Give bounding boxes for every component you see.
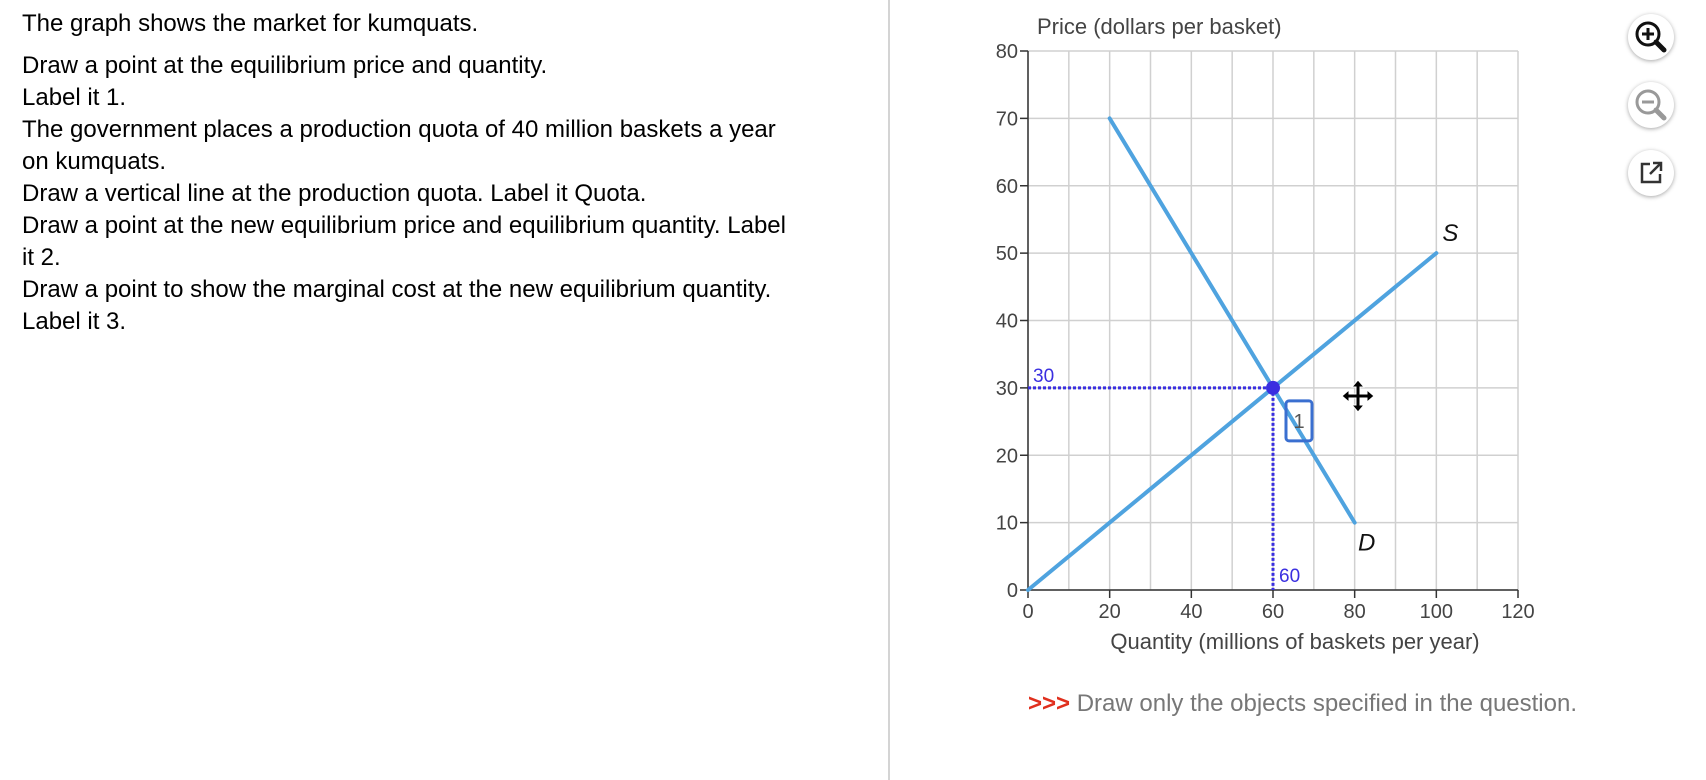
axes — [1020, 50, 1519, 598]
popout-button[interactable] — [1628, 150, 1674, 196]
magnifier-plus-icon — [1635, 21, 1667, 53]
magnifier-minus-icon — [1635, 89, 1667, 121]
y-tick-label: 20 — [996, 445, 1018, 467]
guide-label-price: 30 — [1033, 366, 1054, 387]
instruction-line: Label it 1. — [22, 84, 127, 111]
y-tick-label: 60 — [996, 176, 1018, 198]
curve-label-d: D — [1358, 530, 1375, 557]
curve-s[interactable] — [1026, 251, 1439, 592]
curve-label-s: S — [1442, 220, 1458, 247]
y-tick-label: 0 — [1007, 580, 1018, 602]
guide-label-quantity: 60 — [1279, 566, 1300, 587]
equilibrium-point[interactable] — [1266, 380, 1280, 395]
y-tick-label: 50 — [996, 243, 1018, 265]
y-tick-label: 80 — [996, 41, 1018, 63]
point-label: 1 — [1293, 411, 1304, 433]
x-tick-label: 100 — [1420, 601, 1453, 623]
instruction-line: Draw a point at the new equilibrium pric… — [22, 212, 786, 239]
curves[interactable]: SD — [1026, 116, 1458, 592]
y-tick-label: 40 — [996, 311, 1018, 333]
y-axis-title: Price (dollars per basket) — [1037, 14, 1282, 39]
instruction-note: >>> Draw only the objects specified in t… — [1028, 690, 1577, 718]
instruction-line: Label it 3. — [22, 308, 127, 335]
curve-d[interactable] — [1107, 116, 1357, 525]
y-tick-label: 70 — [996, 108, 1018, 130]
x-tick-label: 40 — [1180, 601, 1202, 623]
plotted-points[interactable]: 1 — [1266, 380, 1314, 443]
x-tick-label: 60 — [1262, 601, 1284, 623]
y-tick-label: 30 — [996, 378, 1018, 400]
instructions-text: The graph shows the market for kumquats.… — [22, 8, 882, 338]
instruction-line: Draw a point to show the marginal cost a… — [22, 276, 772, 303]
x-tick-label: 0 — [1022, 601, 1033, 623]
y-tick-label: 10 — [996, 513, 1018, 535]
x-tick-label: 120 — [1501, 601, 1534, 623]
instruction-line: Draw a point at the equilibrium price an… — [22, 52, 548, 79]
zoom-out-button[interactable] — [1628, 82, 1674, 128]
x-tick-label: 20 — [1099, 601, 1121, 623]
tick-labels: 0 10 20 30 40 50 60 70 80 0 20 40 60 80 100 120 — [996, 41, 1535, 623]
pane-divider — [888, 0, 890, 780]
x-axis-title: Quantity (millions of baskets per year) — [1110, 629, 1479, 654]
zoom-in-button[interactable] — [1628, 14, 1674, 60]
guide-lines: 30 60 — [1028, 366, 1300, 590]
instruction-line: on kumquats. — [22, 148, 167, 175]
x-tick-label: 80 — [1344, 601, 1366, 623]
question-panel: The graph shows the market for kumquats.… — [22, 8, 882, 338]
note-arrows: >>> — [1028, 690, 1071, 717]
instruction-line: The government places a production quota… — [22, 116, 776, 143]
instruction-line: The graph shows the market for kumquats. — [22, 10, 479, 37]
instruction-line: it 2. — [22, 244, 61, 271]
move-cursor-icon — [1341, 379, 1375, 413]
point-label-box[interactable] — [1284, 399, 1314, 443]
external-link-icon — [1640, 161, 1663, 184]
note-text: Draw only the objects specified in the q… — [1076, 690, 1578, 717]
instruction-line: Draw a vertical line at the production q… — [22, 180, 647, 207]
